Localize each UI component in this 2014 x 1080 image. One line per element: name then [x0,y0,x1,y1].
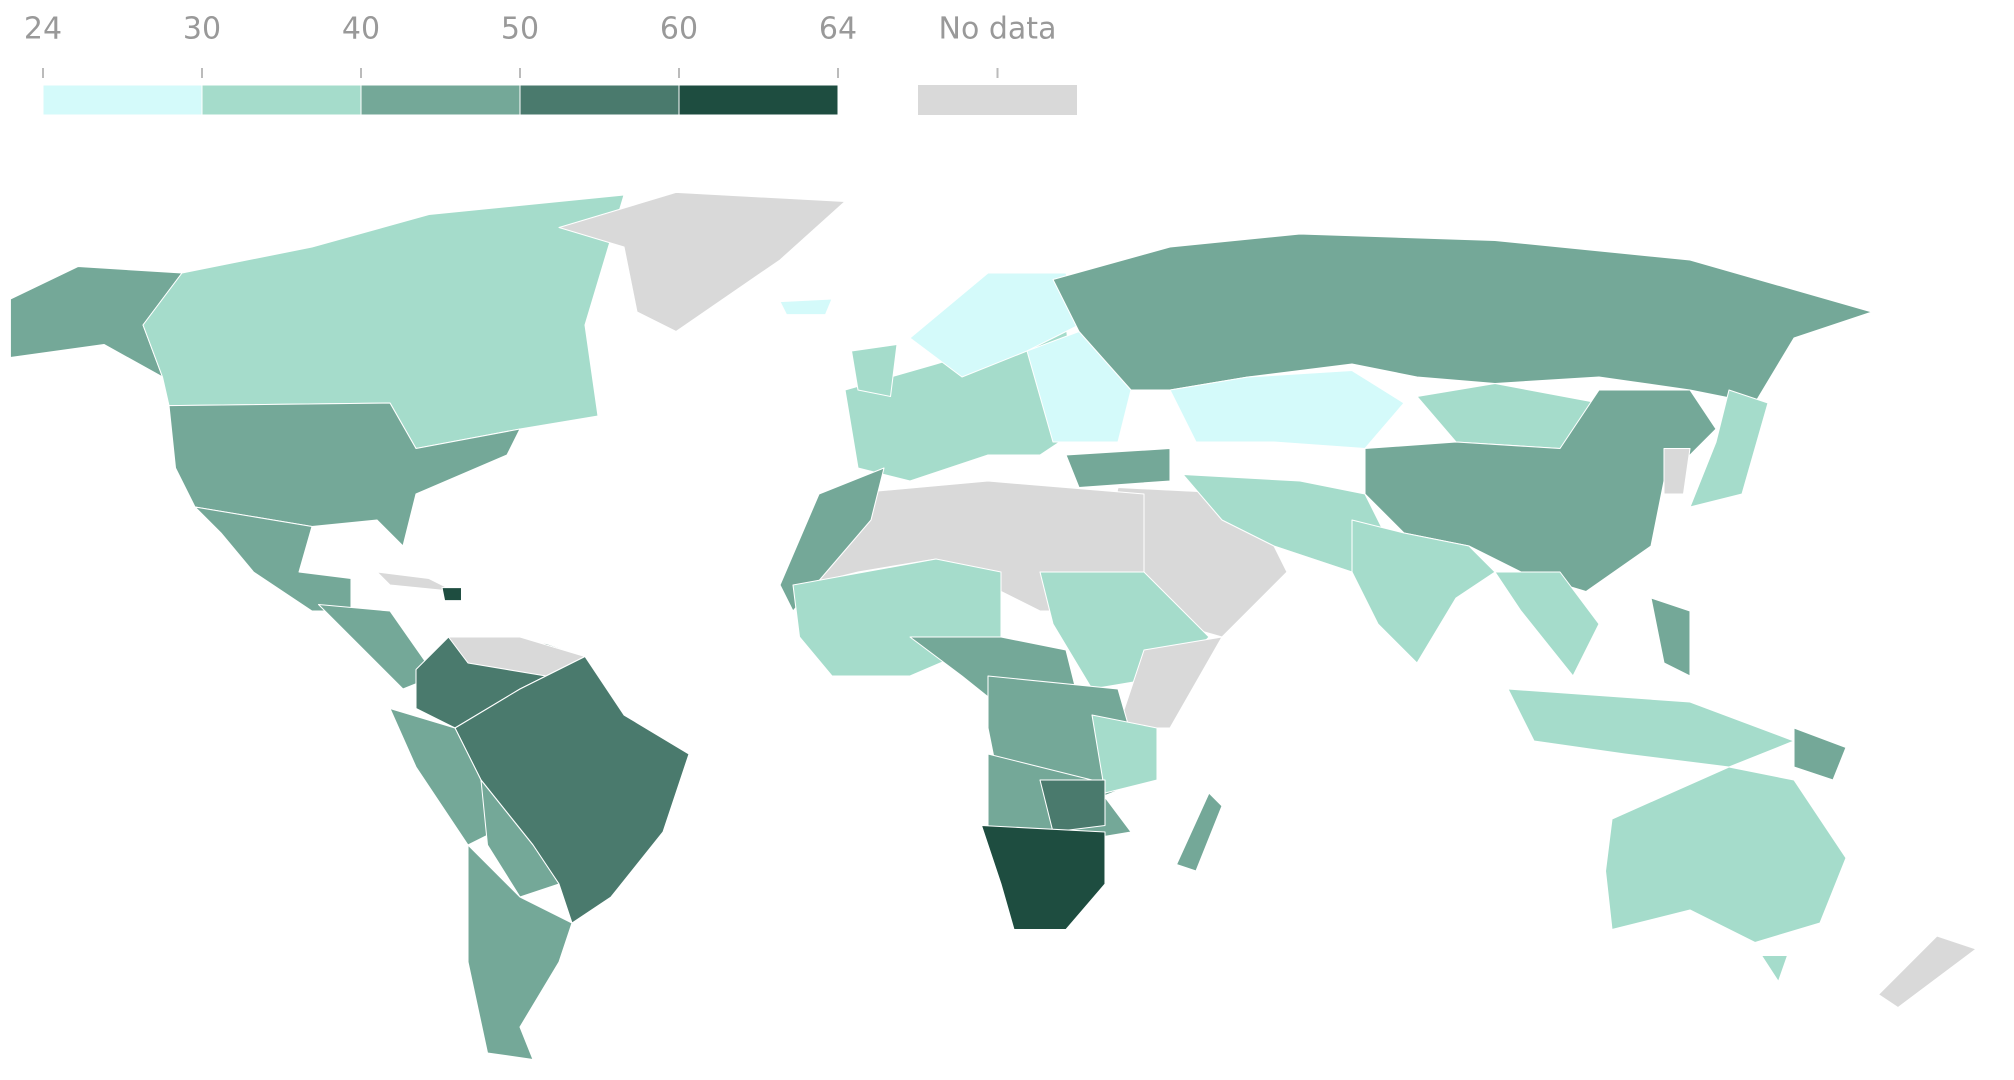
country [1650,597,1691,677]
legend-swatch [519,84,680,116]
country [1663,447,1691,495]
country [779,467,885,612]
legend-tick-label: 60 [660,12,698,47]
legend-swatch [42,84,203,116]
legend-swatch [360,84,521,116]
country [1604,766,1847,944]
legend-swatch [678,84,839,116]
country [1039,779,1106,833]
legend-no-data-swatch [918,85,1077,115]
country [1351,519,1496,664]
country [779,298,833,316]
legend-tick-label: 24 [24,12,62,47]
country [1760,954,1789,983]
legend: 24 30 40 50 60 64 No data [24,12,1077,116]
country [1175,792,1223,872]
legend-tick-label: 40 [342,12,380,47]
country [480,779,560,898]
country [980,824,1106,931]
country [558,191,846,333]
country [850,343,898,398]
legend-tick-label: 50 [501,12,539,47]
country [1065,447,1171,489]
country [1793,727,1847,781]
country [1169,369,1405,450]
country [1091,714,1158,794]
country [1494,571,1600,677]
legend-swatch [201,84,362,116]
country [1026,330,1132,443]
legend-tick-label: 30 [183,12,221,47]
legend-no-data-label: No data [939,12,1057,47]
country [1689,389,1769,508]
country [1877,935,1977,1009]
country [1052,233,1873,404]
country [441,587,463,602]
world-map [9,191,1977,1061]
legend-tick-label: 64 [819,12,857,47]
country [467,844,573,1061]
country [1117,636,1223,729]
country [1507,688,1795,768]
